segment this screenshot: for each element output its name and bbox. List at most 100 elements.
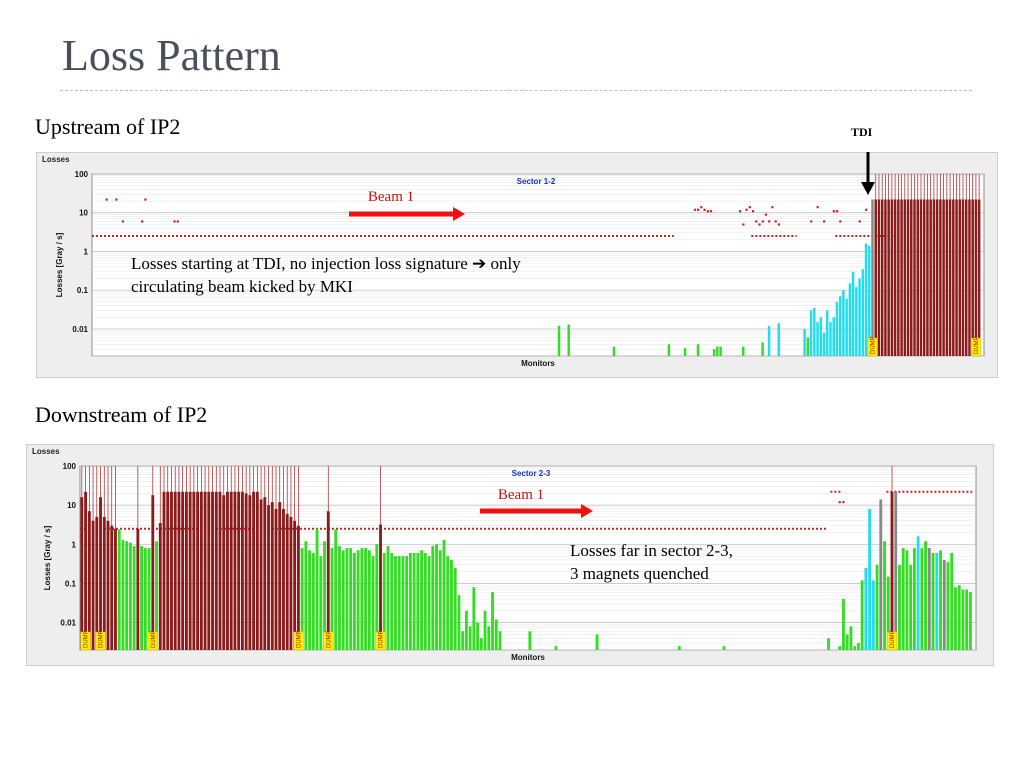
- loss-bar: [345, 548, 349, 650]
- y-tick-label: 0.01: [60, 619, 76, 628]
- loss-bar: [816, 322, 819, 356]
- downstream-x-axis-label: Monitors: [511, 653, 545, 662]
- loss-bar: [974, 199, 978, 356]
- loss-bar: [832, 317, 835, 356]
- loss-bar: [827, 638, 830, 650]
- loss-bar: [851, 271, 855, 356]
- loss-bar: [338, 546, 341, 650]
- threshold-point: [739, 210, 742, 213]
- loss-bar: [401, 556, 405, 650]
- loss-bar: [722, 646, 726, 650]
- loss-bar: [893, 199, 897, 356]
- loss-bar: [845, 298, 848, 356]
- dump-box: [375, 631, 386, 651]
- y-tick-label: 100: [75, 170, 89, 179]
- loss-bar: [199, 491, 203, 650]
- upstream-panel-title: Losses: [42, 155, 70, 164]
- threshold-point: [858, 220, 861, 223]
- loss-bar: [91, 520, 95, 650]
- loss-bar: [267, 505, 270, 650]
- downstream-annotation: Losses far in sector 2-3, 3 magnets quen…: [570, 540, 830, 586]
- loss-bar: [874, 199, 877, 356]
- loss-bar: [667, 344, 671, 356]
- loss-bar: [884, 199, 887, 356]
- upstream-y-axis-label: Losses [Gray / s]: [55, 232, 64, 297]
- loss-bar: [405, 556, 409, 650]
- loss-bar: [155, 541, 158, 650]
- dump-box: [886, 631, 898, 651]
- loss-bar: [939, 199, 942, 356]
- loss-bar: [188, 491, 192, 650]
- loss-bar: [162, 491, 166, 650]
- loss-bar: [390, 553, 394, 650]
- threshold-point: [115, 198, 118, 201]
- loss-bar: [957, 585, 961, 650]
- y-tick-label: 10: [67, 501, 76, 510]
- tdi-arrowhead: [861, 182, 875, 195]
- loss-bar: [677, 646, 681, 650]
- loss-bar: [334, 529, 338, 650]
- threshold-point: [832, 210, 835, 213]
- y-tick-label: 0.1: [65, 579, 77, 588]
- loss-bar: [255, 491, 259, 650]
- loss-bar: [567, 324, 570, 356]
- loss-bar: [880, 199, 884, 356]
- loss-bar: [132, 546, 136, 650]
- loss-bar: [813, 307, 816, 356]
- title-divider: [60, 90, 972, 91]
- loss-bar: [143, 548, 147, 650]
- loss-bar: [927, 548, 931, 650]
- loss-bar: [909, 564, 913, 650]
- loss-bar: [858, 278, 861, 356]
- loss-bar: [845, 634, 849, 650]
- loss-bar: [887, 199, 890, 356]
- loss-bar: [935, 199, 939, 356]
- loss-bar: [498, 631, 502, 650]
- downstream-y-axis-label: Losses [Gray / s]: [43, 525, 52, 590]
- loss-bar: [270, 502, 274, 650]
- loss-bar: [491, 592, 494, 650]
- dump-label: DUMP: [974, 336, 980, 354]
- loss-bar: [453, 567, 457, 650]
- loss-bar: [853, 646, 857, 650]
- loss-bar: [237, 491, 241, 650]
- loss-bar: [128, 542, 132, 650]
- threshold-point: [176, 220, 179, 223]
- loss-bar: [961, 589, 965, 650]
- loss-bar: [595, 634, 599, 650]
- loss-bar: [117, 529, 121, 650]
- loss-bar: [420, 550, 424, 650]
- loss-bar: [203, 491, 207, 650]
- threshold-point: [742, 223, 745, 226]
- loss-bar: [826, 310, 829, 356]
- loss-bar: [315, 528, 319, 650]
- loss-bar: [259, 499, 263, 650]
- loss-bar: [716, 346, 719, 356]
- loss-bar: [151, 495, 155, 650]
- loss-bar: [181, 491, 185, 650]
- dump-label: DUMP: [151, 630, 157, 648]
- loss-bar: [961, 199, 965, 356]
- downstream-annotation-line2: 3 magnets quenched: [570, 563, 709, 583]
- loss-bar: [741, 346, 745, 356]
- loss-bar: [476, 622, 480, 650]
- loss-bar: [926, 199, 929, 356]
- threshold-point: [703, 208, 706, 211]
- loss-bar: [450, 559, 453, 650]
- loss-bar: [879, 499, 883, 650]
- loss-bar: [868, 245, 871, 356]
- threshold-point: [748, 206, 751, 209]
- upstream-beam-label: Beam 1: [368, 189, 414, 205]
- loss-bar: [924, 541, 928, 650]
- loss-bar: [438, 550, 442, 650]
- loss-bar: [140, 546, 144, 650]
- loss-bar: [121, 539, 125, 650]
- loss-bar: [408, 553, 412, 650]
- loss-bar: [964, 199, 968, 356]
- threshold-point: [777, 223, 781, 226]
- loss-bar: [942, 559, 946, 650]
- upstream-beam-arrowhead: [453, 207, 465, 221]
- threshold-point: [768, 220, 771, 223]
- threshold-point: [771, 206, 774, 209]
- loss-bar: [487, 626, 491, 650]
